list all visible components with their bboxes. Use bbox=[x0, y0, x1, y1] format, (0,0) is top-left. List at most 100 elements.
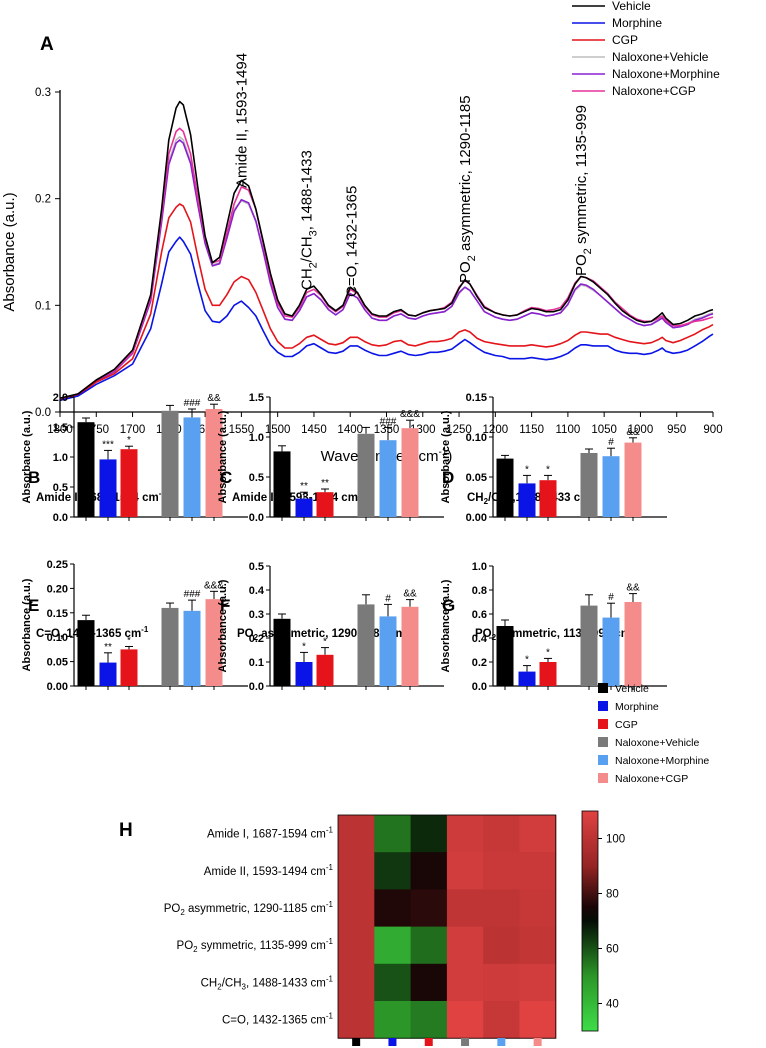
bar bbox=[539, 662, 557, 686]
panel-label-h: H bbox=[119, 820, 133, 841]
bar bbox=[602, 456, 620, 517]
bar-legend-swatch bbox=[598, 683, 608, 693]
a-x-tick-label: 1200 bbox=[483, 424, 509, 436]
significance-mark: && bbox=[626, 583, 640, 594]
heatmap-cell bbox=[410, 926, 448, 965]
a-y-axis-label: Absorbance (a.u.) bbox=[1, 192, 18, 311]
a-x-tick-label: 1550 bbox=[229, 424, 255, 436]
heatmap-column-swatch bbox=[461, 1038, 470, 1046]
heatmap-cell bbox=[446, 926, 484, 965]
bar bbox=[77, 422, 95, 517]
significance-mark: &&& bbox=[400, 409, 420, 420]
bar-y-axis-label: Absorbance (a.u.) bbox=[217, 410, 229, 503]
bar bbox=[120, 649, 138, 686]
significance-mark: &&& bbox=[204, 580, 224, 591]
significance-mark: ** bbox=[321, 478, 329, 489]
heatmap-row-label: PO2​ symmetric, 1135-999 cm-1 bbox=[177, 937, 334, 954]
bar-y-axis-label: Absorbance (a.u.) bbox=[440, 410, 452, 503]
a-x-tick-label: 1700 bbox=[120, 424, 146, 436]
bar-y-tick-label: 1.0 bbox=[249, 432, 264, 444]
bar-y-tick-label: 0.05 bbox=[466, 472, 487, 484]
legend-label: Naloxone+Vehicle bbox=[612, 50, 709, 64]
bar-y-tick-label: 0.4 bbox=[249, 585, 265, 597]
colorbar-tick-label: 80 bbox=[606, 889, 619, 901]
significance-mark: # bbox=[385, 593, 391, 604]
a-y-tick-label: 0.3 bbox=[35, 87, 51, 99]
bar-legend-label: Naloxone+CGP bbox=[615, 773, 688, 785]
heatmap-cell bbox=[446, 889, 484, 928]
bar-legend-label: Vehicle bbox=[615, 683, 649, 695]
bar-y-tick-label: 0.0 bbox=[472, 681, 487, 693]
heatmap-cell bbox=[374, 815, 412, 853]
significance-mark: *** bbox=[102, 439, 114, 450]
significance-mark: * bbox=[127, 435, 131, 446]
bar-legend-swatch bbox=[598, 701, 608, 711]
bar-legend-label: CGP bbox=[615, 719, 638, 731]
heatmap-cell bbox=[338, 889, 375, 928]
colorbar bbox=[581, 810, 599, 1032]
heatmap-row-label: Amide II, 1593-1494 cm-1 bbox=[204, 863, 334, 878]
bar-y-axis-label: Absorbance (a.u.) bbox=[440, 579, 452, 672]
bar-y-tick-label: 2.0 bbox=[53, 392, 68, 404]
heatmap-cell bbox=[410, 963, 448, 1002]
significance-mark: * bbox=[323, 637, 327, 648]
bar-legend-label: Morphine bbox=[615, 701, 659, 713]
heatmap-cell bbox=[446, 963, 484, 1002]
bar-legend-swatch bbox=[598, 773, 608, 783]
heatmap-cell bbox=[519, 963, 557, 1002]
bar bbox=[295, 498, 313, 517]
bar bbox=[357, 604, 375, 686]
significance-mark: * bbox=[127, 635, 131, 646]
heatmap-cell bbox=[483, 926, 520, 965]
bar bbox=[580, 605, 598, 686]
colorbar-tick-label: 100 bbox=[606, 834, 625, 846]
bar bbox=[624, 602, 642, 686]
heatmap-column-swatch bbox=[424, 1038, 433, 1046]
bar-y-axis-label: Absorbance (a.u.) bbox=[217, 579, 229, 672]
bar bbox=[77, 620, 95, 686]
bar bbox=[183, 417, 201, 517]
panel-label-b: B bbox=[28, 468, 40, 487]
spectrum-line-morphine bbox=[59, 236, 714, 402]
bar-legend: Vehicle Morphine CGP Naloxone+Vehicle Naloxo… bbox=[598, 683, 709, 785]
bar-y-tick-label: 0.20 bbox=[47, 583, 68, 595]
bar bbox=[602, 617, 620, 686]
bar-y-tick-label: 0.25 bbox=[47, 559, 68, 571]
bar-y-tick-label: 0.3 bbox=[249, 609, 264, 621]
bar-y-tick-label: 1.5 bbox=[249, 392, 264, 404]
bar-legend-swatch bbox=[598, 719, 608, 729]
heatmap-row-label: CH2​/CH3​, 1488-1433 cm-1 bbox=[201, 974, 334, 991]
a-x-tick-label: 1250 bbox=[446, 424, 472, 436]
bar-panel-e: EC=O, 1432-1365 cm-10.000.050.100.150.20… bbox=[21, 559, 248, 693]
bar bbox=[295, 662, 313, 686]
bar bbox=[496, 458, 514, 517]
bar bbox=[518, 671, 536, 686]
significance-mark: * bbox=[525, 655, 529, 666]
heatmap-cell bbox=[374, 852, 412, 890]
bar bbox=[624, 442, 642, 517]
bar-y-tick-label: 0.4 bbox=[472, 633, 488, 645]
heatmap-cell bbox=[483, 815, 520, 853]
bar bbox=[205, 409, 223, 517]
heatmap-cell bbox=[338, 926, 375, 965]
significance-mark: # bbox=[608, 437, 614, 448]
bar bbox=[357, 433, 375, 517]
a-x-tick-label: 1350 bbox=[374, 424, 400, 436]
a-x-tick-label: 1800 bbox=[47, 424, 73, 436]
heatmap-cell bbox=[519, 926, 557, 965]
heatmap-row-label: PO2​ asymmetric, 1290-1185 cm-1 bbox=[164, 900, 334, 917]
bar bbox=[161, 607, 179, 686]
legend-label: CGP bbox=[612, 33, 638, 47]
bar bbox=[580, 453, 598, 517]
spectrum-line-vehicle bbox=[59, 100, 714, 399]
heatmap-column-swatch bbox=[388, 1038, 397, 1046]
band-label: Amide II, 1593-1494 bbox=[233, 53, 250, 188]
heatmap-cell bbox=[374, 1001, 412, 1039]
heatmap-cell bbox=[338, 1001, 375, 1039]
heatmap-cell bbox=[338, 852, 375, 890]
heatmap-cell bbox=[519, 852, 557, 890]
legend-label: Naloxone+CGP bbox=[612, 84, 696, 98]
